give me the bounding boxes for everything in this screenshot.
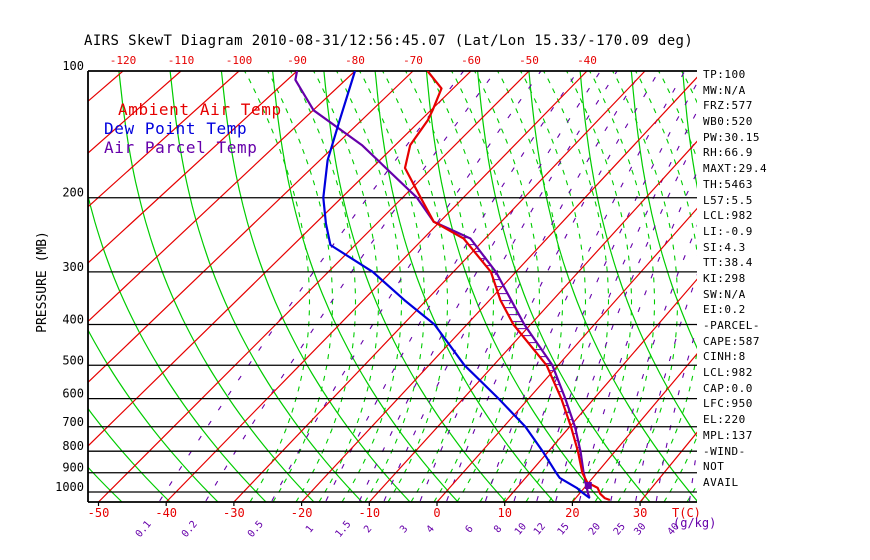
pressure-tick-label: 700	[62, 415, 84, 429]
stat-line: KI:298	[703, 271, 746, 285]
temp-tick-top: -120	[110, 54, 137, 67]
stat-line: EL:220	[703, 413, 746, 427]
stat-line: MAXT:29.4	[703, 162, 768, 176]
mixing-ratio-tick: 3	[398, 524, 410, 536]
pressure-tick-label: 500	[62, 353, 84, 367]
temp-tick-top: -90	[287, 54, 307, 67]
mixing-ratio-unit: (g/kg)	[673, 516, 716, 530]
chart-title: AIRS SkewT Diagram 2010-08-31/12:56:45.0…	[84, 33, 694, 49]
stat-line: -WIND-	[703, 444, 746, 458]
stat-line: TH:5463	[703, 177, 753, 191]
stat-line: RH:66.9	[703, 146, 753, 160]
temp-tick-bottom: 10	[497, 506, 511, 520]
parcel-start-marker	[584, 481, 592, 489]
pressure-tick-label: 600	[62, 387, 84, 401]
mixing-ratio-tick: 0.5	[246, 519, 266, 540]
temp-tick-top: -80	[345, 54, 365, 67]
pressure-tick-label: 400	[62, 312, 84, 326]
temp-tick-top: -70	[403, 54, 423, 67]
temp-tick-top: -60	[461, 54, 481, 67]
pressure-axis-title: PRESSURE (MB)	[35, 231, 50, 333]
stat-line: TP:100	[703, 68, 746, 81]
temp-tick-bottom: -10	[358, 506, 380, 520]
mixing-ratio-tick: 10	[513, 521, 529, 537]
pressure-tick-label: 800	[62, 439, 84, 453]
stat-line: LI:-0.9	[703, 224, 753, 238]
mixing-ratio-tick: 20	[587, 521, 603, 537]
stat-line: WB0:520	[703, 115, 753, 129]
temp-tick-top: -110	[168, 54, 195, 67]
temp-tick-bottom: 30	[633, 506, 647, 520]
temp-tick-bottom: 20	[565, 506, 579, 520]
stat-line: CAP:0.0	[703, 381, 753, 395]
temp-tick-bottom: -50	[88, 506, 110, 520]
stat-line: LCL:982	[703, 366, 753, 380]
mixing-ratio-tick: 8	[492, 524, 504, 536]
pressure-tick-label: 900	[62, 461, 84, 475]
legend-item: Dew Point Temp	[104, 119, 247, 138]
mixing-ratio-tick: 1	[304, 524, 316, 536]
mixing-ratio-tick: 0.1	[134, 519, 154, 540]
stat-line: LCL:982	[703, 209, 753, 223]
mixing-ratio-tick: 12	[532, 521, 548, 537]
mixing-ratio-tick: 6	[463, 524, 475, 536]
isobars-and-borders	[87, 70, 697, 503]
stat-line: MPL:137	[703, 428, 753, 442]
stat-line: FRZ:577	[703, 99, 753, 113]
mixing-ratio-tick: 1.5	[334, 519, 354, 540]
stat-line: L57:5.5	[703, 193, 753, 207]
stat-line: -PARCEL-	[703, 319, 760, 332]
mixing-ratio-tick: 30	[632, 521, 648, 537]
stat-line: LFC:950	[703, 397, 753, 411]
mixing-ratio-tick: 4	[425, 524, 437, 536]
temp-tick-top: -100	[226, 54, 253, 67]
temp-tick-bottom: -30	[223, 506, 245, 520]
ambient-temp-profile	[403, 71, 611, 502]
stat-line: CAPE:587	[703, 334, 760, 348]
stat-line: SW:N/A	[703, 287, 746, 301]
temp-tick-top: -40	[577, 54, 597, 67]
temp-tick-bottom: 0	[433, 506, 440, 520]
temp-axis-unit: T(C)	[672, 506, 701, 520]
pressure-tick-label: 300	[62, 260, 84, 274]
pressure-tick-label: 100	[62, 59, 84, 73]
stat-line: TT:38.4	[703, 256, 753, 270]
legend-item: Air Parcel Temp	[104, 138, 258, 157]
stats-panel: TP:100 MW:N/A FRZ:577 WB0:520 PW:30.15 RH:66.…	[703, 67, 767, 491]
legend-item: Ambient Air Temp	[118, 100, 282, 119]
temp-tick-top: -50	[519, 54, 539, 67]
mixing-ratio-tick: 25	[612, 521, 628, 537]
pressure-tick-label: 200	[62, 186, 84, 200]
stat-line: AVAIL	[703, 475, 739, 489]
stat-line: NOT	[703, 460, 725, 474]
stat-line: SI:4.3	[703, 240, 746, 254]
stat-line: PW:30.15	[703, 130, 760, 144]
stat-line: CINH:8	[703, 350, 746, 364]
sounding-profiles	[294, 71, 611, 502]
temp-tick-bottom: -40	[155, 506, 177, 520]
dewpoint-profile	[322, 71, 591, 499]
stat-line: MW:N/A	[703, 83, 746, 97]
pressure-tick-label: 1000	[55, 480, 84, 494]
mixing-ratio-tick: 15	[556, 521, 572, 537]
mixing-ratio-tick: 2	[362, 524, 374, 536]
mixing-ratio-tick: 0.2	[180, 519, 200, 540]
stat-line: EI:0.2	[703, 303, 746, 317]
temp-tick-bottom: -20	[291, 506, 313, 520]
